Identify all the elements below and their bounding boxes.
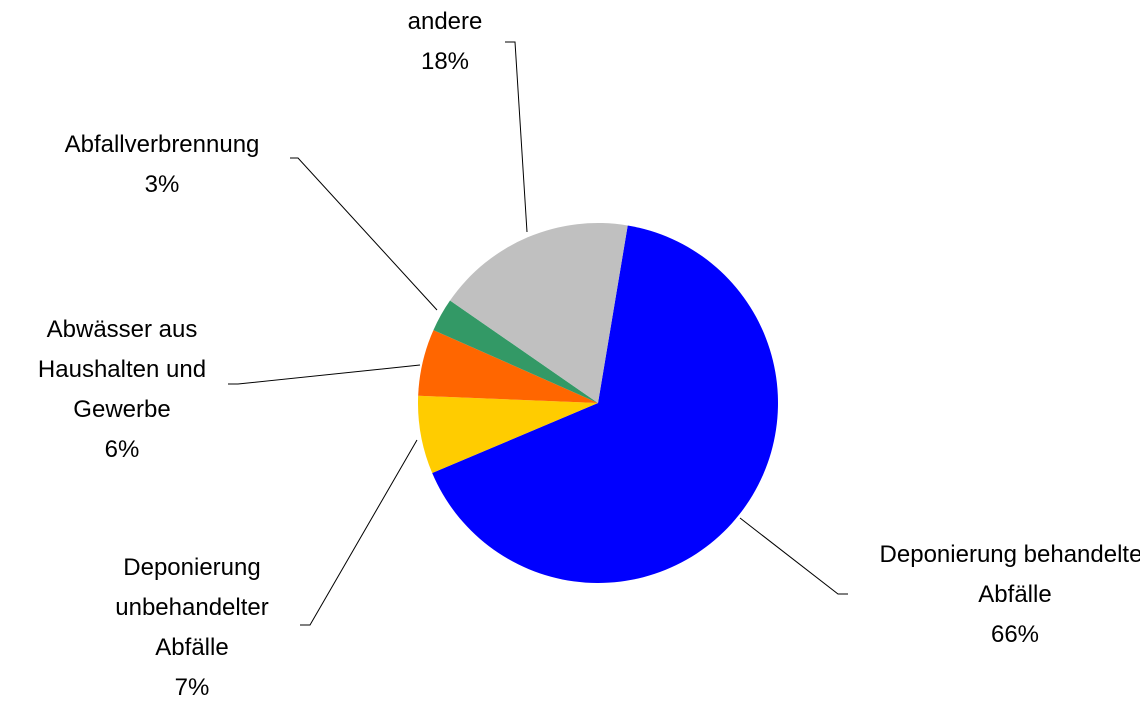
category-label: Deponierung behandelter Abfälle <box>879 541 1140 608</box>
category-label: Abfallverbrennung <box>64 131 260 158</box>
leader-line <box>228 364 421 385</box>
category-label: Abwässer aus Haushalten und Gewerbe <box>37 316 207 423</box>
leader-line <box>300 439 418 626</box>
slice-label: andere 18% <box>345 2 545 82</box>
slice-label: Abfallverbrennung 3% <box>32 125 292 205</box>
pie-slice <box>418 395 598 474</box>
pie-slice <box>418 330 598 403</box>
leader-line <box>739 517 848 595</box>
value-label: 18% <box>420 48 470 75</box>
leader-line <box>505 41 528 233</box>
slice-label: Deponierung unbehandelter Abfälle 7% <box>92 548 292 708</box>
value-label: 3% <box>144 171 180 198</box>
value-label: 66% <box>990 621 1040 648</box>
pie-slice <box>432 225 778 583</box>
category-label: Deponierung unbehandelter Abfälle <box>115 554 269 661</box>
slice-label: Deponierung behandelter Abfälle 66% <box>870 535 1140 655</box>
pie-slice <box>450 222 628 403</box>
value-label: 6% <box>104 436 140 463</box>
value-label: 7% <box>174 674 210 701</box>
slice-label: Abwässer aus Haushalten und Gewerbe 6% <box>12 310 232 470</box>
category-label: andere <box>407 8 483 35</box>
pie-slice <box>433 300 598 403</box>
leader-line <box>290 157 438 311</box>
